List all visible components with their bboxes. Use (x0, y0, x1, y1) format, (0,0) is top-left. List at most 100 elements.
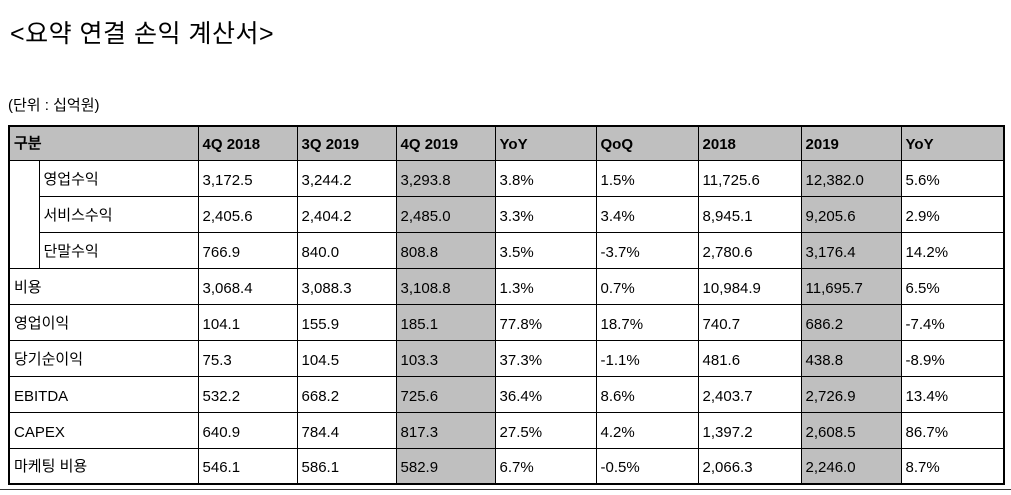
data-cell: 2.9% (900, 195, 1005, 233)
data-cell: 2,485.0 (395, 195, 496, 233)
column-header-yoy-q: YoY (494, 125, 597, 161)
row-label: 단말수익 (38, 231, 199, 269)
column-header-3q2019: 3Q 2019 (296, 125, 397, 161)
data-cell: 784.4 (296, 411, 397, 449)
data-cell: 582.9 (395, 447, 496, 485)
data-cell: 766.9 (197, 231, 298, 269)
data-cell: 86.7% (900, 411, 1005, 449)
data-cell: 532.2 (197, 375, 298, 413)
data-cell: 104.1 (197, 303, 298, 341)
row-label: 마케팅 비용 (8, 447, 199, 485)
column-header-4q2018: 4Q 2018 (197, 125, 298, 161)
data-cell: 817.3 (395, 411, 496, 449)
column-header-yoy-y: YoY (900, 125, 1005, 161)
data-cell: 3.5% (494, 231, 597, 269)
data-cell: 18.7% (595, 303, 699, 341)
data-cell: 75.3 (197, 339, 298, 377)
column-header-2018: 2018 (697, 125, 802, 161)
data-cell: 77.8% (494, 303, 597, 341)
data-cell: 27.5% (494, 411, 597, 449)
data-cell: 2,780.6 (697, 231, 802, 269)
data-cell: 686.2 (800, 303, 902, 341)
table-row-capex: CAPEX 640.9 784.4 817.3 27.5% 4.2% 1,397… (8, 411, 1005, 449)
data-cell: 36.4% (494, 375, 597, 413)
table-row-operating-revenue: 영업수익 3,172.5 3,244.2 3,293.8 3.8% 1.5% 1… (8, 159, 1005, 269)
data-cell: -3.7% (595, 231, 699, 269)
data-cell: -7.4% (900, 303, 1005, 341)
data-cell: 2,403.7 (697, 375, 802, 413)
row-label: CAPEX (8, 411, 199, 449)
data-cell: 104.5 (296, 339, 397, 377)
page-divider-rule (0, 489, 1011, 490)
data-cell: 12,382.0 (800, 159, 902, 197)
data-cell: 1.3% (494, 267, 597, 305)
row-label: 영업이익 (8, 303, 199, 341)
data-cell: 725.6 (395, 375, 496, 413)
row-label: 서비스수익 (38, 195, 199, 233)
data-cell: 3,068.4 (197, 267, 298, 305)
data-cell: 13.4% (900, 375, 1005, 413)
data-cell: 6.7% (494, 447, 597, 485)
data-cell: -0.5% (595, 447, 699, 485)
data-cell: 640.9 (197, 411, 298, 449)
row-label: 비용 (8, 267, 199, 305)
unit-note: (단위 : 십억원) (8, 97, 100, 114)
data-cell: 8.7% (900, 447, 1005, 485)
data-cell: 808.8 (395, 231, 496, 269)
data-cell: 546.1 (197, 447, 298, 485)
data-cell: -8.9% (900, 339, 1005, 377)
income-statement-table: 구분 4Q 2018 3Q 2019 4Q 2019 YoY QoQ 2018 … (8, 125, 1006, 485)
data-cell: 3.4% (595, 195, 699, 233)
data-cell: 3.8% (494, 159, 597, 197)
column-header-4q2019: 4Q 2019 (395, 125, 496, 161)
data-cell: 3.3% (494, 195, 597, 233)
data-cell: -1.1% (595, 339, 699, 377)
table-row-expenses: 비용 3,068.4 3,088.3 3,108.8 1.3% 0.7% 10,… (8, 267, 1005, 305)
data-cell: 3,108.8 (395, 267, 496, 305)
data-cell: 185.1 (395, 303, 496, 341)
page-title: <요약 연결 손익 계산서> (10, 20, 275, 48)
data-cell: 3,293.8 (395, 159, 496, 197)
column-header-gubun: 구분 (8, 125, 199, 161)
data-cell: 8,945.1 (697, 195, 802, 233)
data-cell: 481.6 (697, 339, 802, 377)
table-row-marketing-expenses: 마케팅 비용 546.1 586.1 582.9 6.7% -0.5% 2,06… (8, 447, 1005, 485)
row-label: 영업수익 (38, 159, 199, 197)
data-cell: 2,726.9 (800, 375, 902, 413)
row-label: 당기순이익 (8, 339, 199, 377)
data-cell: 155.9 (296, 303, 397, 341)
data-cell: 2,246.0 (800, 447, 902, 485)
column-header-2019: 2019 (800, 125, 902, 161)
data-cell: 3,172.5 (197, 159, 298, 197)
table-row-operating-income: 영업이익 104.1 155.9 185.1 77.8% 18.7% 740.7… (8, 303, 1005, 341)
data-cell: 11,695.7 (800, 267, 902, 305)
data-cell: 5.6% (900, 159, 1005, 197)
data-cell: 668.2 (296, 375, 397, 413)
column-header-qoq: QoQ (595, 125, 699, 161)
data-cell: 438.8 (800, 339, 902, 377)
data-cell: 3,088.3 (296, 267, 397, 305)
data-cell: 2,405.6 (197, 195, 298, 233)
data-cell: 840.0 (296, 231, 397, 269)
data-cell: 37.3% (494, 339, 597, 377)
data-cell: 1.5% (595, 159, 699, 197)
table-row-net-income: 당기순이익 75.3 104.5 103.3 37.3% -1.1% 481.6… (8, 339, 1005, 377)
data-cell: 9,205.6 (800, 195, 902, 233)
table-row-service-revenue: 서비스수익 2,405.6 2,404.2 2,485.0 3.3% 3.4% … (9, 195, 1005, 233)
data-cell: 3,244.2 (296, 159, 397, 197)
data-cell: 1,397.2 (697, 411, 802, 449)
indent-spacer-cell (8, 159, 40, 269)
data-cell: 2,404.2 (296, 195, 397, 233)
data-cell: 8.6% (595, 375, 699, 413)
data-cell: 2,066.3 (697, 447, 802, 485)
data-cell: 6.5% (900, 267, 1005, 305)
data-cell: 740.7 (697, 303, 802, 341)
data-cell: 0.7% (595, 267, 699, 305)
data-cell: 2,608.5 (800, 411, 902, 449)
data-cell: 14.2% (900, 231, 1005, 269)
table-row-handset-revenue: 단말수익 766.9 840.0 808.8 3.5% -3.7% 2,780.… (9, 231, 1005, 269)
data-cell: 3,176.4 (800, 231, 902, 269)
header-row: 구분 4Q 2018 3Q 2019 4Q 2019 YoY QoQ 2018 … (8, 125, 1005, 161)
data-cell: 10,984.9 (697, 267, 802, 305)
